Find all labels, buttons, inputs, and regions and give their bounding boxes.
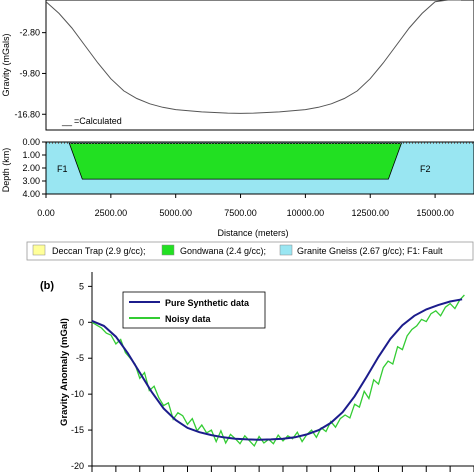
distance-x-tick-label: 0.00 (37, 208, 55, 218)
gravity-y-tick-label: -16.80 (14, 109, 40, 119)
anomaly-y-tick-label: -20 (71, 461, 84, 471)
gravity-y-tick-label: -9.80 (19, 68, 40, 78)
calculated-legend-label: =Calculated (74, 116, 122, 126)
legend-label-noisy: Noisy data (165, 314, 212, 324)
legend-label-deccan-trap: Deccan Trap (2.9 g/cc); (52, 246, 146, 256)
depth-y-axis-label: Depth (km) (1, 148, 11, 193)
anomaly-y-tick-label: -10 (71, 389, 84, 399)
gravity-y-tick-label: -2.80 (19, 28, 40, 38)
depth-y-tick-label: 2.00 (22, 163, 40, 173)
distance-x-axis-label: Distance (meters) (217, 228, 288, 238)
fault-label-f2: F2 (420, 164, 431, 174)
legend-box (26, 241, 474, 261)
distance-x-tick-label: 15000.00 (416, 208, 454, 218)
distance-x-tick-label: 5000.00 (159, 208, 192, 218)
legend-label-granite-gneiss: Granite Gneiss (2.67 g/cc); F1: Fault (297, 246, 443, 256)
distance-x-tick-label: 10000.00 (287, 208, 325, 218)
pure-synthetic-line (91, 298, 463, 441)
panel-b-label: (b) (40, 280, 54, 292)
distance-x-tick-label: 7500.00 (224, 208, 257, 218)
calculated-gravity-line (45, 0, 461, 114)
panel-b: (b) 5 0 -5 -10 -15 -20 Gravity Anomaly (mGal)… (40, 272, 474, 472)
anomaly-y-tick-label: 5 (79, 281, 84, 291)
legend-swatch-gondwana (161, 244, 175, 256)
depth-y-tick-label: 3.00 (22, 176, 40, 186)
panel-gravity: -2.80 -9.80 -16.80 Gravity (mGals) __ =Cal… (1, 0, 474, 131)
legend-swatch-granite-gneiss (279, 244, 293, 256)
legend-label-gondwana: Gondwana (2.4 g/cc); (180, 246, 266, 256)
distance-x-tick-label: 12500.00 (351, 208, 389, 218)
depth-y-tick-label: 1.00 (22, 150, 40, 160)
gondwana-basin (68, 142, 402, 180)
lithology-legend: Deccan Trap (2.9 g/cc); Gondwana (2.4 g/… (26, 241, 474, 261)
panel-depth-model: F1 F2 0.00 1.00 2.00 3.00 4.00 0.00 2500.00 50… (1, 137, 474, 238)
noisy-data-line (91, 294, 465, 448)
gravity-plot-frame (45, 0, 474, 131)
depth-y-tick-label: 0.00 (22, 137, 40, 147)
depth-y-tick-label: 4.00 (22, 189, 40, 199)
calculated-legend-marker: __ (61, 116, 73, 126)
anomaly-y-tick-label: -5 (76, 353, 84, 363)
distance-x-tick-label: 2500.00 (95, 208, 128, 218)
fault-label-f1: F1 (57, 164, 68, 174)
anomaly-y-tick-label: -15 (71, 425, 84, 435)
anomaly-y-tick-label: 0 (79, 317, 84, 327)
legend-label-pure: Pure Synthetic data (165, 298, 250, 308)
anomaly-y-axis-label: Gravity Anomaly (mGal) (59, 318, 70, 426)
legend-swatch-deccan-trap (32, 244, 46, 256)
gravity-y-axis-label: Gravity (mGals) (1, 33, 11, 96)
panel-b-legend (122, 291, 266, 329)
